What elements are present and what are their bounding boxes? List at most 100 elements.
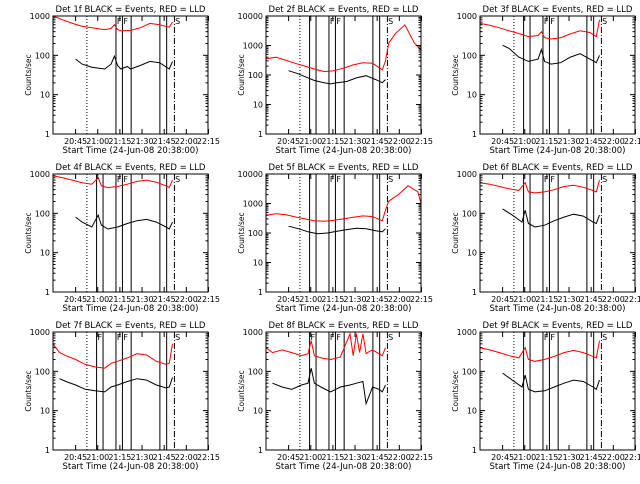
y-tick-label: 100 [462,209,477,218]
y-tick-label: 1000 [30,328,50,337]
x-tick-label: 20:45 [64,295,87,304]
series-events-line [272,368,386,406]
x-tick-label: 22:00 [388,453,411,462]
x-tick-label: 21:00 [299,137,322,146]
y-tick-label: 10 [40,407,50,416]
x-tick-label: 22:15 [197,453,220,462]
x-tick-label: 21:00 [86,453,109,462]
panel-title: Det 4f BLACK = Events, RED = LLD [56,163,206,173]
x-tick-label: 22:15 [197,295,220,304]
panel-2: Det 2f BLACK = Events, RED = LLD F F S 1 10 10… [237,5,433,156]
series-lld-line [52,175,173,189]
marker-label: F [550,17,555,26]
x-tick-label: 22:00 [175,137,198,146]
x-tick-label: 21:30 [131,295,154,304]
x-tick-label: 22:15 [624,453,640,462]
y-axis-label: Counts/sec [24,54,33,95]
series-events-line [502,372,600,393]
x-tick-label: 21:45 [153,453,176,462]
x-tick-label: 21:45 [153,295,176,304]
marker-label: F [117,17,122,26]
panel-title: Det 2f BLACK = Events, RED = LLD [269,5,419,15]
y-axis-label: Counts/sec [237,54,246,95]
panel-title: Det 6f BLACK = Events, RED = LLD [483,163,633,173]
marker-label: F [336,175,341,184]
x-tick-label: 21:45 [366,453,389,462]
y-tick-label: 1 [472,130,477,139]
x-tick-label: 22:00 [175,453,198,462]
marker-label: S [388,333,393,342]
x-tick-label: 21:45 [580,295,603,304]
panel-title: Det 9f BLACK = Events, RED = LLD [483,321,633,331]
x-tick-label: 21:00 [299,453,322,462]
y-axis-label: Counts/sec [237,370,246,411]
panel-5: Det 5f BLACK = Events, RED = LLD F F S 1 10 10… [237,163,433,314]
y-tick-label: 10 [467,407,477,416]
x-tick-label: 21:15 [321,295,344,304]
y-tick-label: 1 [45,446,50,455]
marker-label: F [311,333,316,342]
series-lld-line [265,24,422,73]
marker-label: S [175,333,180,342]
x-tick-label: 22:15 [197,137,220,146]
plot-frame [265,331,422,451]
series-events-line [288,225,386,235]
marker-label: F [550,333,555,342]
y-tick-label: 1000 [243,200,263,209]
y-tick-label: 1 [45,130,50,139]
marker-label: F [123,17,128,26]
marker-label: S [602,17,607,26]
y-tick-label: 1000 [243,42,263,51]
y-tick-label: 1 [45,288,50,297]
x-tick-label: 21:00 [299,295,322,304]
plot-frame [265,173,422,293]
marker-label: S [602,175,607,184]
x-tick-label: 21:00 [513,295,536,304]
panel-4: Det 4f BLACK = Events, RED = LLD F F S 1 10 10… [24,163,220,314]
marker-label: F [336,17,341,26]
x-tick-label: 21:15 [108,453,131,462]
y-tick-label: 10 [253,407,263,416]
x-tick-label: 21:45 [366,137,389,146]
series-events-line [75,213,173,230]
x-tick-label: 21:30 [558,453,581,462]
x-tick-label: 21:15 [321,137,344,146]
y-tick-label: 1000 [30,170,50,179]
plot-frame [52,331,209,451]
series-lld-line [52,15,173,32]
x-axis-label: Start Time (24-Jun-08 20:38:00) [63,462,199,472]
x-axis-label: Start Time (24-Jun-08 20:38:00) [490,146,626,156]
y-tick-label: 10000 [238,170,263,179]
y-tick-label: 100 [35,51,50,60]
plot-frame [479,331,636,451]
x-axis-label: Start Time (24-Jun-08 20:38:00) [276,146,412,156]
x-tick-label: 20:45 [491,137,514,146]
series-events-line [288,70,386,85]
marker-label: F [117,175,122,184]
plot-frame [479,15,636,135]
x-tick-label: 21:00 [513,137,536,146]
x-tick-label: 20:45 [277,295,300,304]
marker-label: F [330,333,335,342]
x-tick-label: 20:45 [491,295,514,304]
x-tick-label: 21:30 [131,453,154,462]
x-tick-label: 22:00 [602,137,625,146]
x-tick-label: 22:15 [410,295,433,304]
marker-label: F [550,175,555,184]
plot-frame [265,15,422,135]
marker-label: F [336,333,341,342]
x-axis-label: Start Time (24-Jun-08 20:38:00) [276,462,412,472]
series-lld-line [265,331,386,361]
y-tick-label: 1000 [30,12,50,21]
panel-title: Det 7f BLACK = Events, RED = LLD [56,321,206,331]
y-tick-label: 100 [248,71,263,80]
panel-title: Det 5f BLACK = Events, RED = LLD [269,163,419,173]
series-events-line [502,44,600,65]
series-events-line [59,377,173,393]
y-axis-label: Counts/sec [24,212,33,253]
x-tick-label: 21:45 [580,453,603,462]
y-tick-label: 1 [258,130,263,139]
y-tick-label: 1 [258,288,263,297]
x-tick-label: 21:30 [558,295,581,304]
